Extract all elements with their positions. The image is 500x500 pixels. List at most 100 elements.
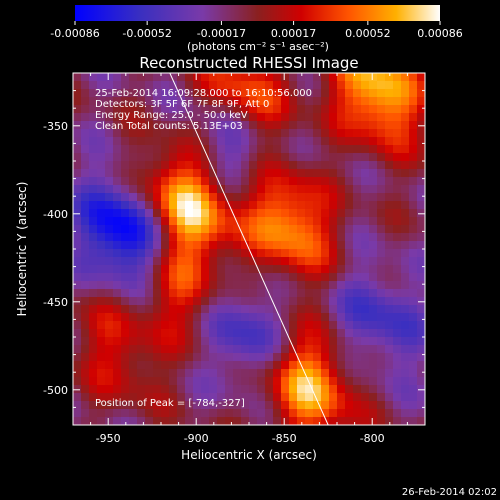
heatmap-cell <box>153 305 162 314</box>
heatmap-cell <box>201 305 210 314</box>
heatmap-cell <box>265 89 274 98</box>
heatmap-cell <box>393 209 402 218</box>
heatmap-cell <box>273 321 282 330</box>
heatmap-cell <box>121 177 130 186</box>
heatmap-cell <box>201 161 210 170</box>
heatmap-cell <box>105 161 114 170</box>
heatmap-cell <box>297 377 306 386</box>
heatmap-cell <box>169 257 178 266</box>
heatmap-cell <box>385 97 394 106</box>
heatmap-cell <box>225 233 234 242</box>
heatmap-cell <box>329 409 338 418</box>
heatmap-cell <box>265 297 274 306</box>
heatmap-cell <box>145 241 154 250</box>
heatmap-cell <box>249 137 258 146</box>
heatmap-cell <box>81 193 90 202</box>
heatmap-cell <box>249 193 258 202</box>
heatmap-cell <box>377 305 386 314</box>
heatmap-cell <box>201 105 210 114</box>
y-tick-label: -400 <box>43 208 68 221</box>
heatmap-cell <box>201 249 210 258</box>
heatmap-cell <box>297 201 306 210</box>
heatmap-cell <box>385 281 394 290</box>
heatmap-cell <box>417 401 425 410</box>
heatmap-cell <box>377 337 386 346</box>
heatmap-cell <box>313 209 322 218</box>
heatmap-cell <box>209 201 218 210</box>
heatmap-cell <box>169 321 178 330</box>
heatmap-cell <box>401 337 410 346</box>
heatmap-cell <box>73 193 82 202</box>
heatmap-cell <box>321 185 330 194</box>
heatmap-cell <box>193 353 202 362</box>
heatmap-cell <box>273 305 282 314</box>
heatmap-cell <box>81 385 90 394</box>
heatmap-cell <box>241 97 250 106</box>
heatmap-cell <box>185 97 194 106</box>
heatmap-cell <box>97 217 106 226</box>
heatmap-cell <box>297 105 306 114</box>
heatmap-cell <box>289 129 298 138</box>
heatmap-cell <box>113 129 122 138</box>
heatmap-cell <box>329 169 338 178</box>
heatmap-cell <box>129 185 138 194</box>
heatmap-cell <box>201 153 210 162</box>
heatmap-cell <box>289 265 298 274</box>
heatmap-cell <box>233 321 242 330</box>
heatmap-cell <box>161 273 170 282</box>
heatmap-cell <box>409 241 418 250</box>
heatmap-cell <box>361 249 370 258</box>
heatmap-cell <box>233 121 242 130</box>
heatmap-cell <box>201 137 210 146</box>
heatmap-cell <box>73 225 82 234</box>
heatmap-cell <box>385 321 394 330</box>
heatmap-cell <box>329 265 338 274</box>
heatmap-cell <box>145 225 154 234</box>
heatmap-cell <box>409 417 418 425</box>
heatmap-cell <box>313 113 322 122</box>
heatmap-cell <box>233 105 242 114</box>
heatmap-cell <box>129 289 138 298</box>
heatmap-cell <box>393 377 402 386</box>
heatmap-cell <box>97 385 106 394</box>
heatmap-cell <box>305 185 314 194</box>
heatmap-cell <box>233 369 242 378</box>
heatmap-cell <box>345 393 354 402</box>
heatmap-cell <box>265 313 274 322</box>
heatmap-cell <box>313 89 322 98</box>
heatmap-cell <box>417 353 425 362</box>
heatmap-cell <box>169 337 178 346</box>
heatmap-cell <box>265 401 274 410</box>
heatmap-cell <box>241 369 250 378</box>
heatmap-cell <box>393 401 402 410</box>
heatmap-cell <box>385 313 394 322</box>
heatmap-cell <box>289 201 298 210</box>
heatmap-cell <box>409 129 418 138</box>
heatmap-cell <box>129 161 138 170</box>
heatmap-cell <box>265 369 274 378</box>
heatmap-cell <box>153 209 162 218</box>
heatmap-cell <box>185 345 194 354</box>
heatmap-cell <box>353 113 362 122</box>
heatmap-cell <box>337 385 346 394</box>
heatmap-cell <box>201 233 210 242</box>
heatmap-cell <box>393 201 402 210</box>
heatmap-cell <box>193 81 202 90</box>
heatmap-cell <box>193 169 202 178</box>
heatmap-cell <box>337 201 346 210</box>
heatmap-cell <box>409 369 418 378</box>
heatmap-cell <box>193 409 202 418</box>
heatmap-cell <box>217 241 226 250</box>
heatmap-cell <box>177 209 186 218</box>
heatmap-cell <box>89 257 98 266</box>
heatmap-cell <box>321 209 330 218</box>
heatmap-cell <box>105 353 114 362</box>
heatmap-cell <box>153 185 162 194</box>
heatmap-cell <box>241 201 250 210</box>
heatmap-cell <box>241 185 250 194</box>
heatmap-cell <box>281 313 290 322</box>
heatmap-cell <box>113 257 122 266</box>
heatmap-cell <box>281 409 290 418</box>
heatmap-cell <box>145 73 154 82</box>
heatmap-cell <box>345 417 354 425</box>
